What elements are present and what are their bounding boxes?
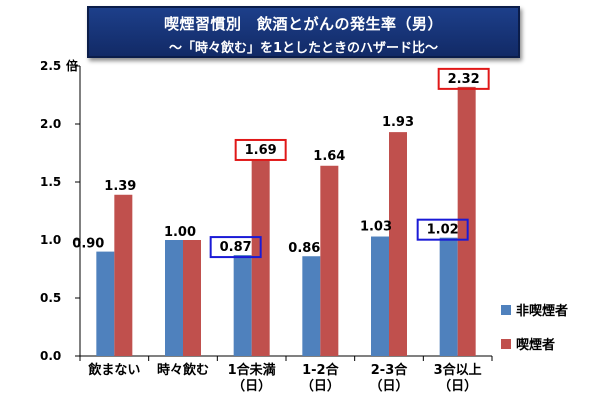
bar-smoker [114,194,133,356]
legend-label-smoker: 喫煙者 [516,337,555,353]
legend-swatch-smoker [501,339,511,349]
value-label-smoker: 1.93 [382,115,414,130]
bar-nonsmoker [439,237,458,356]
highlight-box-smoker [437,67,490,90]
highlight-box-smoker [234,138,287,161]
x-category-label: （日） [301,378,340,394]
bar-nonsmoker [371,236,389,356]
y-tick-label: 0.0 [40,349,61,363]
bar-smoker [320,165,339,356]
bar-nonsmoker [302,256,321,356]
x-category-label: （日） [232,378,271,394]
x-category-label: 3合以上 [434,362,482,378]
bar-smoker [389,132,407,356]
y-tick-label: 2.0 [40,117,61,131]
value-label-nonsmoker: 0.87 [220,240,252,255]
legend-swatch-nonsmoker [501,305,511,315]
value-label-nonsmoker: 0.86 [288,241,320,256]
x-category-label: 2-3合 [371,362,408,378]
legend-label-nonsmoker: 非喫煙者 [516,303,568,319]
chart-title-box: 喫煙習慣別 飲酒とがんの発生率（男） ～「時々飲む」を1としたときのハザード比～ [87,6,520,58]
y-unit-label: 倍 [66,58,78,73]
chart-title: 喫煙習慣別 飲酒とがんの発生率（男） [163,15,443,33]
value-label-nonsmoker: 1.02 [427,223,459,238]
value-label-nonsmoker: 1.03 [360,220,392,235]
x-category-label: 時々飲む [157,362,209,378]
y-tick-label: 1.5 [40,175,61,189]
x-category-label: （日） [438,378,477,394]
value-label-nonsmoker: 0.90 [72,237,104,252]
chart-subtitle: ～「時々飲む」を1としたときのハザード比～ [168,41,439,56]
value-label-smoker: 2.32 [448,72,480,87]
bar-nonsmoker [233,255,252,356]
x-category-label: 1合未満 [228,362,276,378]
x-category-label: （日） [369,378,408,394]
x-category-label: 1-2合 [302,362,339,378]
bar-nonsmoker [96,251,115,356]
bar-smoker [183,240,201,356]
x-category-label: 飲まない [87,362,140,378]
highlight-box-nonsmoker [416,218,469,241]
value-label-smoker: 1.39 [104,179,136,194]
value-label-smoker: 1.69 [245,143,277,158]
value-label-nonsmoker: 1.00 [164,225,196,240]
highlight-box-nonsmoker [209,236,262,259]
y-tick-label: 0.5 [40,291,61,305]
bar-nonsmoker [165,240,183,356]
value-label-smoker: 1.64 [313,149,345,164]
y-tick-label: 1.0 [40,233,61,247]
y-tick-label: 2.5 [40,59,61,73]
